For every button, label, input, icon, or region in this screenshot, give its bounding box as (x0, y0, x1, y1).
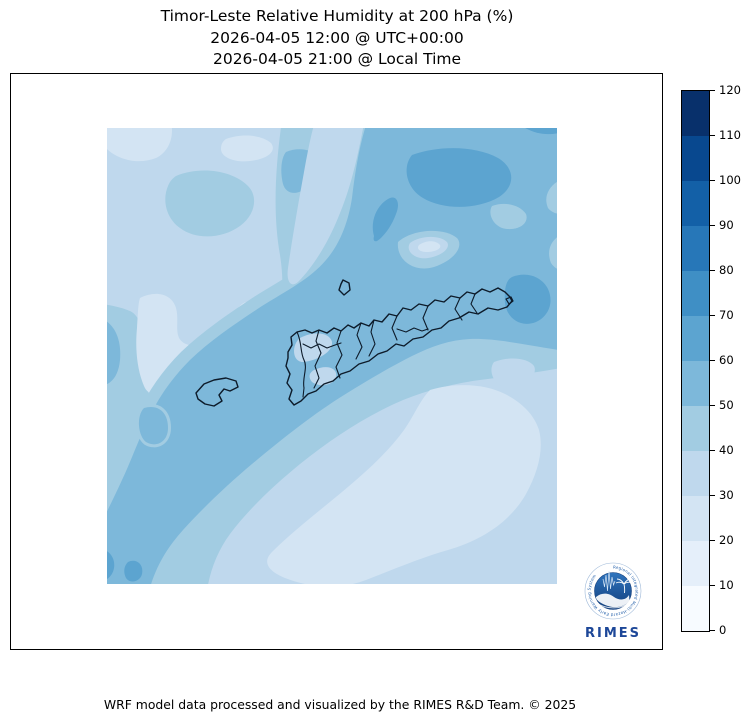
colorbar-tick (710, 495, 715, 496)
colorbar-segment (682, 496, 709, 541)
colorbar (681, 90, 710, 632)
palm-tree-icon (615, 578, 633, 594)
colorbar-segment (682, 316, 709, 361)
chart-title: Timor-Leste Relative Humidity at 200 hPa… (160, 7, 514, 25)
colorbar-segment (682, 586, 709, 631)
timor-leste-boundaries (195, 279, 514, 407)
colorbar-tick-label: 70 (719, 308, 734, 322)
colorbar-tick-label: 80 (719, 263, 734, 277)
wave-icon (596, 593, 630, 608)
colorbar-tick (710, 135, 715, 136)
colorbar-tick (710, 540, 715, 541)
colorbar-area: 0 10 20 30 40 50 60 70 80 90 100 110 120 (681, 83, 751, 637)
colorbar-segment (682, 181, 709, 226)
colorbar-tick-label: 30 (719, 488, 734, 502)
credit-text: WRF model data processed and visualized … (103, 697, 577, 712)
colorbar-tick-label: 40 (719, 443, 734, 457)
colorbar-tick-label: 120 (719, 83, 741, 97)
colorbar-tick-label: 60 (719, 353, 734, 367)
colorbar-segment (682, 136, 709, 181)
colorbar-tick (710, 180, 715, 181)
wave-line-icon (596, 602, 629, 609)
oecusse-outline (195, 377, 239, 407)
colorbar-segment (682, 406, 709, 451)
map-panel: Regional Integrated Multi-Hazard Early W… (10, 73, 663, 650)
colorbar-segment (682, 361, 709, 406)
colorbar-tick-label: 100 (719, 173, 741, 187)
humidity-contour-map (107, 128, 557, 584)
colorbar-segment (682, 541, 709, 586)
colorbar-segment (682, 451, 709, 496)
colorbar-segment (682, 226, 709, 271)
colorbar-tick (710, 225, 715, 226)
main-island-outline (285, 287, 513, 406)
colorbar-tick (710, 630, 715, 631)
municipal-borders (296, 293, 478, 398)
colorbar-tick (710, 450, 715, 451)
rimes-logo: Regional Integrated Multi-Hazard Early W… (578, 559, 648, 645)
colorbar-tick-label: 0 (719, 623, 727, 637)
colorbar-tick-label: 20 (719, 533, 734, 547)
atauro-island-outline (338, 279, 351, 296)
colorbar-segment (682, 271, 709, 316)
colorbar-tick-label: 10 (719, 578, 734, 592)
colorbar-segment (682, 91, 709, 136)
colorbar-tick-label: 110 (719, 128, 741, 142)
colorbar-tick (710, 585, 715, 586)
colorbar-tick-label: 50 (719, 398, 734, 412)
chart-subtitle-utc: 2026-04-05 12:00 @ UTC+00:00 (210, 28, 464, 47)
title-block: Timor-Leste Relative Humidity at 200 hPa… (0, 6, 674, 71)
seismogram-icon (602, 570, 616, 592)
colorbar-tick (710, 360, 715, 361)
rimes-wordmark: RIMES (585, 626, 641, 641)
colorbar-tick-label: 90 (719, 218, 734, 232)
jaco-island-outline (505, 296, 514, 305)
colorbar-tick (710, 270, 715, 271)
colorbar-tick (710, 90, 715, 91)
chart-subtitle-local: 2026-04-05 21:00 @ Local Time (212, 50, 462, 68)
colorbar-tick (710, 315, 715, 316)
contour-fills (107, 128, 557, 584)
colorbar-tick (710, 405, 715, 406)
